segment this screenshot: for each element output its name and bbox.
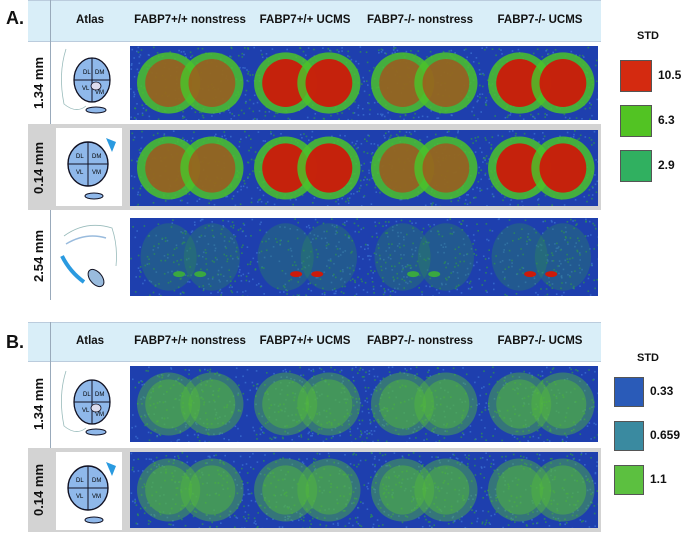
panel-b-legend-swatch-2 [614,421,644,451]
panel-b-legend-swatch-1 [614,377,644,407]
panel-b-atlas-1-label-dl: DL [83,392,91,398]
panel-b-legend-value-2: 0.659 [650,428,681,442]
panel-a-scan-2-1 [130,130,598,206]
panel-b-atlas-1-label-dm: DM [95,392,104,398]
panel-a-atlas-1-label-vm: VM [95,90,104,96]
panel-b-atlas-1: DL DM VL VM [56,366,122,442]
panel-b-scan-2-1 [130,452,598,528]
panel-a-legend-swatch-2 [620,105,652,137]
panel-a-atlas-2-label-vl: VL [76,170,84,176]
panel-a-atlas-2-label-dm: DM [92,154,101,160]
panel-a-legend-value-3: 2.9 [658,158,675,172]
panel-b-atlas-1-label-vl: VL [82,408,90,414]
panel-a-col-4: FABP7-/- UCMS [497,14,583,26]
panel-b-header [28,322,601,362]
panel-a-legend-swatch-1 [620,60,652,92]
panel-b-atlas-2-label-vl: VL [76,494,84,500]
panel-b-atlas-1-label-vm: VM [95,412,104,418]
panel-b-col-2: FABP7+/+ UCMS [259,335,351,347]
panel-a-col-atlas: Atlas [75,14,105,26]
panel-b-letter: B. [6,332,24,352]
panel-b-atlas-2-label-vm: VM [92,494,101,500]
panel-a-row-3-label: 2.54 mm [31,229,46,283]
panel-b-col-1: FABP7+/+ nonstress [134,335,246,347]
panel-a-row-1-label: 1.34 mm [31,56,46,110]
panel-a-scan-3-1 [130,218,598,296]
panel-a-scan-1-1 [130,46,598,120]
panel-a-atlas-2-label-vm: VM [92,170,101,176]
panel-b-divider [50,322,51,532]
panel-b-scan-1-1 [130,366,598,442]
panel-a-atlas-1-label-dl: DL [83,70,91,76]
panel-a-atlas-2: DL DM VL VM [56,128,122,206]
panel-a-col-1: FABP7+/+ nonstress [134,14,246,26]
panel-a-atlas-3 [56,216,122,296]
panel-a-legend-title: STD [637,30,659,42]
panel-a-legend-value-1: 10.5 [658,68,682,82]
panel-b-legend-title: STD [637,352,659,364]
panel-a-header [28,0,601,42]
panel-b-atlas-2: DL DM VL VM [56,452,122,530]
panel-b-legend-swatch-3 [614,465,644,495]
panel-a-atlas-1: DL DM VL VM [56,44,122,120]
panel-b-col-atlas: Atlas [75,335,105,347]
panel-b-col-4: FABP7-/- UCMS [497,335,583,347]
panel-a-atlas-1-label-vl: VL [82,86,90,92]
panel-a-legend-swatch-3 [620,150,652,182]
panel-b-atlas-2-label-dm: DM [92,478,101,484]
panel-b-col-3: FABP7-/- nonstress [366,335,474,347]
panel-a-row-2-label: 0.14 mm [31,141,46,195]
panel-a-atlas-1-label-dm: DM [95,70,104,76]
panel-a-col-2: FABP7+/+ UCMS [259,14,351,26]
panel-a-atlas-2-label-dl: DL [76,154,84,160]
panel-b-row-2-label: 0.14 mm [31,463,46,517]
panel-a-col-3: FABP7-/- nonstress [366,14,474,26]
panel-b-atlas-2-label-dl: DL [76,478,84,484]
panel-b-legend-value-1: 0.33 [650,384,674,398]
panel-b-row-1-label: 1.34 mm [31,377,46,431]
panel-a-letter: A. [6,8,24,28]
panel-b-legend-value-3: 1.1 [650,472,667,486]
panel-a-legend-value-2: 6.3 [658,113,675,127]
